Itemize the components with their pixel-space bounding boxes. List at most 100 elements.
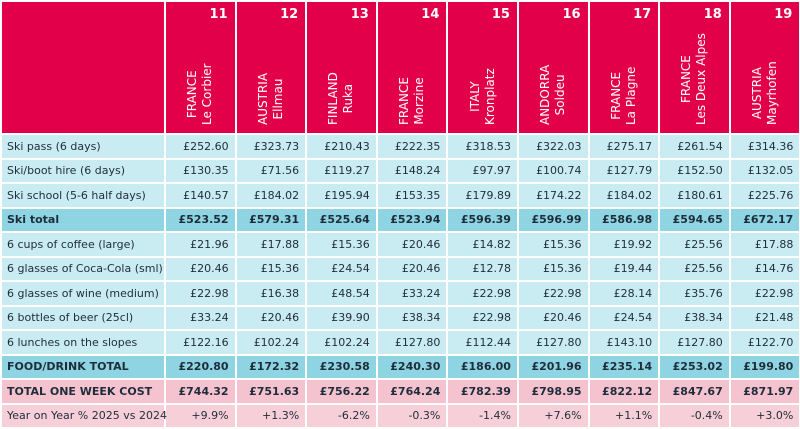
- rank-number: 14: [421, 7, 440, 22]
- cell-value: £184.02: [234, 182, 308, 209]
- resort-name: FRANCE Le Corbier: [185, 63, 215, 125]
- resort-name: ITALY Kronplatz: [468, 68, 498, 125]
- cell-value: £14.82: [446, 231, 519, 258]
- cell-value: £33.24: [164, 304, 237, 331]
- country: FRANCE: [185, 70, 200, 119]
- table-row: Ski pass (6 days) £252.60 £323.73 £210.43 £2…: [0, 133, 800, 160]
- cell-value: £20.46: [164, 255, 237, 282]
- cell-value: £140.57: [164, 182, 237, 209]
- cell-value: £798.95: [516, 378, 590, 405]
- resort-name: FRANCE Les Deux Alpes: [679, 33, 709, 125]
- country: FINLAND: [326, 72, 341, 125]
- cell-value: £22.98: [446, 304, 519, 331]
- cell-value: £97.97: [446, 157, 519, 184]
- cell-value: £71.56: [234, 157, 308, 184]
- cell-value: £871.97: [728, 378, 800, 405]
- cell-value: £253.02: [658, 353, 731, 380]
- cell-value: £122.16: [164, 329, 237, 356]
- resort: Le Corbier: [200, 63, 215, 125]
- cell-value: £38.34: [658, 304, 731, 331]
- cell-value: £35.76: [658, 280, 731, 307]
- country: AUSTRIA: [255, 72, 270, 125]
- cell-value: £16.38: [234, 280, 308, 307]
- cell-value: £119.27: [305, 157, 378, 184]
- cell-value: £186.00: [446, 353, 519, 380]
- cell-value: £15.36: [305, 231, 378, 258]
- cell-value: £252.60: [164, 133, 237, 160]
- cell-value: -0.3%: [375, 402, 449, 429]
- cell-value: £153.35: [375, 182, 449, 209]
- header-corner: [0, 0, 166, 135]
- cell-value: £222.35: [375, 133, 449, 160]
- row-label: TOTAL ONE WEEK COST: [0, 378, 166, 405]
- cell-value: +3.0%: [728, 402, 800, 429]
- cell-value: £22.98: [164, 280, 237, 307]
- table-row: 6 glasses of Coca-Cola (sml) £20.46 £15.36…: [0, 255, 800, 282]
- resort: Les Deux Alpes: [694, 33, 709, 125]
- table-row: FOOD/DRINK TOTAL £220.80 £172.32 £230.58 £24…: [0, 353, 800, 380]
- resort: Soldeu: [553, 74, 568, 116]
- cell-value: £525.64: [305, 206, 378, 233]
- cell-value: £21.96: [164, 231, 237, 258]
- rank-number: 13: [350, 7, 369, 22]
- cell-value: £19.92: [587, 231, 661, 258]
- cell-value: £822.12: [587, 378, 661, 405]
- resort: La Plagne: [623, 66, 638, 125]
- cell-value: £672.17: [728, 206, 800, 233]
- row-label: 6 bottles of beer (25cl): [0, 304, 166, 331]
- rank-number: 16: [562, 7, 581, 22]
- cell-value: £127.80: [375, 329, 449, 356]
- row-label: Ski pass (6 days): [0, 133, 166, 160]
- cell-value: £148.24: [375, 157, 449, 184]
- cell-value: -6.2%: [305, 402, 378, 429]
- resort-header: 17 FRANCE La Plagne: [587, 0, 661, 135]
- cell-value: £17.88: [728, 231, 800, 258]
- row-label: Ski total: [0, 206, 166, 233]
- row-label: 6 lunches on the slopes: [0, 329, 166, 356]
- cell-value: £20.46: [375, 231, 449, 258]
- cell-value: +1.1%: [587, 402, 661, 429]
- rank-number: 11: [209, 7, 228, 22]
- cell-value: £22.98: [516, 280, 590, 307]
- cell-value: £15.36: [516, 231, 590, 258]
- cell-value: £594.65: [658, 206, 731, 233]
- cell-value: £20.46: [234, 304, 308, 331]
- cell-value: £100.74: [516, 157, 590, 184]
- cell-value: £184.02: [587, 182, 661, 209]
- row-label: Ski school (5-6 half days): [0, 182, 166, 209]
- cell-value: £38.34: [375, 304, 449, 331]
- resort: Mayrhofen: [765, 61, 780, 125]
- cell-value: £17.88: [234, 231, 308, 258]
- resort: Kronplatz: [482, 68, 497, 125]
- cell-value: £201.96: [516, 353, 590, 380]
- cell-value: £756.22: [305, 378, 378, 405]
- cell-value: £102.24: [305, 329, 378, 356]
- cell-value: £220.80: [164, 353, 237, 380]
- cell-value: £21.48: [728, 304, 800, 331]
- cell-value: £230.58: [305, 353, 378, 380]
- cell-value: £225.76: [728, 182, 800, 209]
- cell-value: £19.44: [587, 255, 661, 282]
- cell-value: £127.80: [516, 329, 590, 356]
- cell-value: £152.50: [658, 157, 731, 184]
- resort-header: 13 FINLAND Ruka: [305, 0, 378, 135]
- rank-number: 18: [703, 7, 722, 22]
- cell-value: £33.24: [375, 280, 449, 307]
- resort: Ruka: [341, 83, 356, 114]
- cell-value: -1.4%: [446, 402, 519, 429]
- cell-value: £22.98: [728, 280, 800, 307]
- country: FRANCE: [679, 55, 694, 104]
- cell-value: £174.22: [516, 182, 590, 209]
- cell-value: £596.39: [446, 206, 519, 233]
- cell-value: £25.56: [658, 231, 731, 258]
- cell-value: £596.99: [516, 206, 590, 233]
- resort-header: 16 ANDORRA Soldeu: [516, 0, 590, 135]
- country: ANDORRA: [538, 64, 553, 125]
- resort: Morzine: [412, 77, 427, 125]
- cell-value: £48.54: [305, 280, 378, 307]
- cell-value: +1.3%: [234, 402, 308, 429]
- cell-value: £14.76: [728, 255, 800, 282]
- resort-name: ANDORRA Soldeu: [538, 65, 568, 125]
- row-label: 6 glasses of Coca-Cola (sml): [0, 255, 166, 282]
